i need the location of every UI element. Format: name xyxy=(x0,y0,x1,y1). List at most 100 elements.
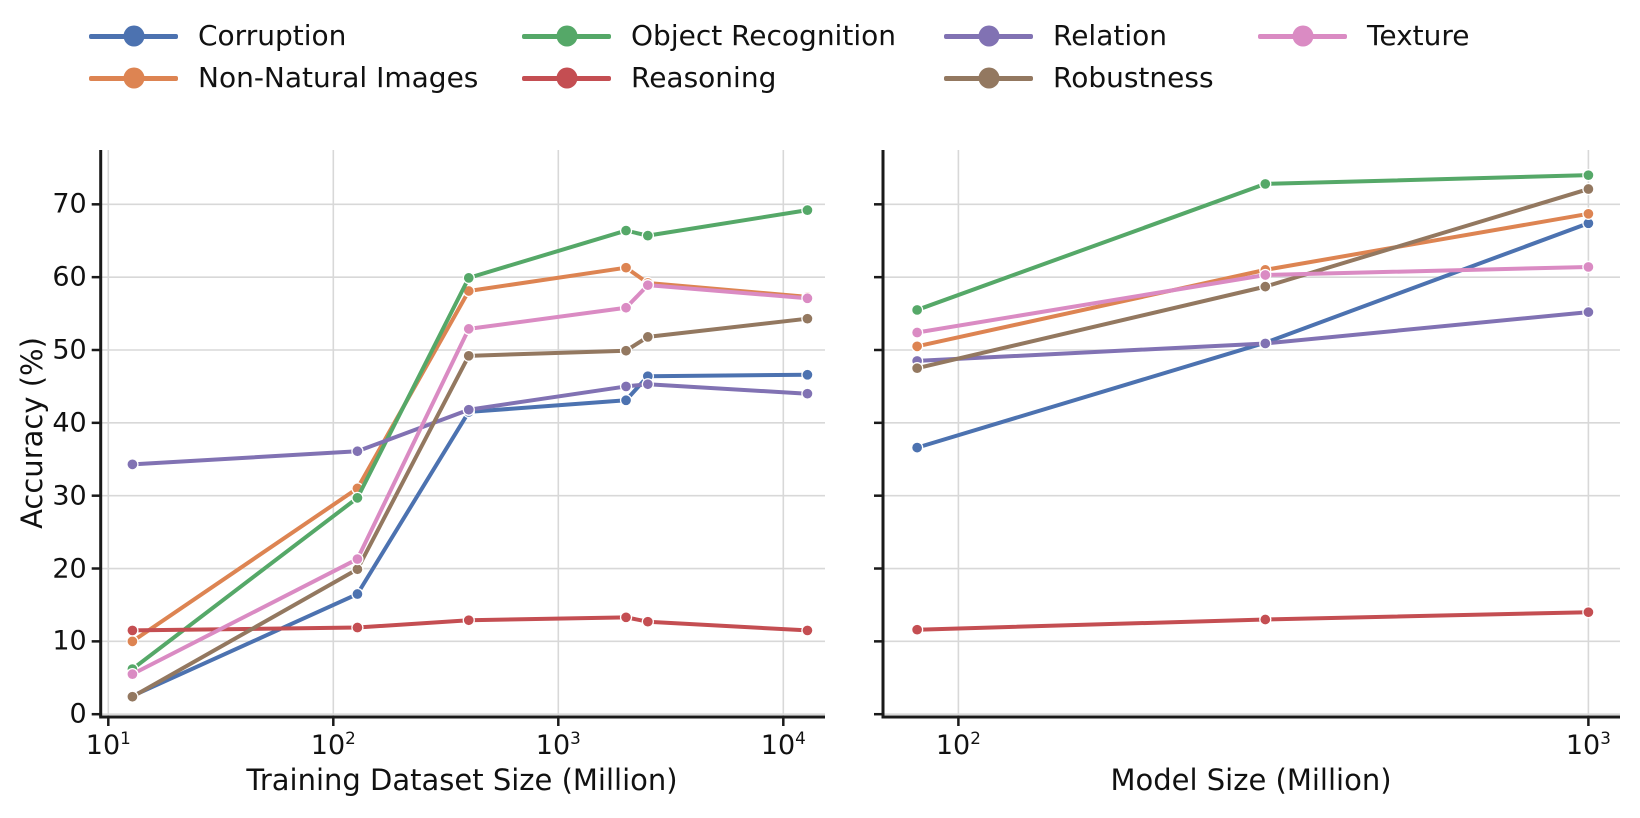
legend-dot-texture xyxy=(1292,25,1313,47)
data-point-relation xyxy=(351,445,364,458)
legend-dot-object-recognition xyxy=(556,25,577,47)
legend-marker-robustness xyxy=(944,67,1033,89)
legend-dot-reasoning xyxy=(556,67,577,89)
series-line-non-natural-images xyxy=(915,211,1591,349)
x-tick-label: 103 xyxy=(1565,728,1611,761)
x-tick-label: 102 xyxy=(935,728,981,761)
data-point-object-recognition xyxy=(801,203,814,217)
legend-marker-relation xyxy=(944,25,1033,47)
data-point-reasoning xyxy=(126,624,139,637)
series-line-corruption xyxy=(130,372,810,698)
data-point-corruption xyxy=(351,587,364,601)
data-point-robustness xyxy=(641,330,654,344)
data-point-texture xyxy=(641,279,654,292)
legend-item-robustness: Robustness xyxy=(944,61,1214,95)
data-point-reasoning xyxy=(801,624,814,637)
data-point-corruption xyxy=(619,394,633,407)
data-point-corruption xyxy=(801,368,814,381)
legend-marker-texture xyxy=(1258,25,1347,47)
data-point-non-natural-images xyxy=(910,340,924,353)
data-point-reasoning xyxy=(1582,606,1595,619)
data-point-robustness xyxy=(910,362,924,375)
legend-label: Texture xyxy=(1367,19,1470,52)
legend-dot-corruption xyxy=(123,25,144,47)
legend-dot-non-natural-images xyxy=(123,67,144,89)
series-line-robustness xyxy=(130,316,810,699)
data-point-object-recognition xyxy=(351,491,364,505)
data-point-reasoning xyxy=(1259,613,1272,626)
series-line-reasoning xyxy=(130,615,810,633)
legend-marker-object-recognition xyxy=(522,25,611,47)
x-tick-label: 103 xyxy=(535,728,581,761)
data-point-object-recognition xyxy=(1582,169,1595,182)
data-point-corruption xyxy=(910,441,924,454)
legend-label: Object Recognition xyxy=(631,19,896,52)
accuracy-vs-model-size xyxy=(874,150,1620,726)
data-point-relation xyxy=(462,403,475,416)
data-point-texture xyxy=(351,552,364,566)
x-axis-title-left: Training Dataset Size (Million) xyxy=(246,763,678,797)
data-point-non-natural-images xyxy=(126,635,139,648)
data-point-robustness xyxy=(1259,280,1272,293)
data-point-reasoning xyxy=(641,615,654,628)
data-point-reasoning xyxy=(462,614,475,627)
data-point-texture xyxy=(910,326,924,339)
legend-item-corruption: Corruption xyxy=(89,19,346,53)
data-point-texture xyxy=(126,667,139,681)
legend-label: Reasoning xyxy=(631,61,777,94)
data-point-texture xyxy=(1259,268,1272,282)
data-point-texture xyxy=(801,292,814,305)
data-point-object-recognition xyxy=(1259,177,1272,191)
legend-label: Robustness xyxy=(1053,61,1214,94)
data-point-relation xyxy=(1259,337,1272,350)
y-tick-label: 10 xyxy=(52,625,87,657)
x-tick-label: 101 xyxy=(85,728,131,761)
legend-label: Relation xyxy=(1053,19,1167,52)
series-line-non-natural-images xyxy=(130,265,810,644)
legend-item-reasoning: Reasoning xyxy=(522,61,776,95)
y-tick-label: 30 xyxy=(52,480,87,512)
series-line-relation xyxy=(130,382,810,467)
data-point-object-recognition xyxy=(910,303,924,317)
data-point-object-recognition xyxy=(462,271,475,285)
legend-item-relation: Relation xyxy=(944,19,1167,53)
data-point-relation xyxy=(801,387,814,400)
x-tick-label: 104 xyxy=(760,728,806,761)
data-point-non-natural-images xyxy=(1582,207,1595,220)
data-point-texture xyxy=(1582,260,1595,274)
data-point-texture xyxy=(619,301,633,314)
data-point-robustness xyxy=(351,563,364,576)
data-point-reasoning xyxy=(351,621,364,634)
legend-item-non-natural-images: Non-Natural Images xyxy=(89,61,478,95)
y-tick-label: 20 xyxy=(52,553,87,585)
y-tick-label: 50 xyxy=(52,334,87,366)
data-point-relation xyxy=(619,380,633,393)
legend-dot-relation xyxy=(978,25,999,47)
data-point-robustness xyxy=(801,312,814,325)
legend-marker-non-natural-images xyxy=(89,67,178,89)
legend-marker-corruption xyxy=(89,25,178,47)
legend-marker-reasoning xyxy=(522,67,611,89)
data-point-relation xyxy=(641,378,654,391)
series-line-object-recognition xyxy=(130,208,810,672)
data-point-robustness xyxy=(1582,182,1595,196)
data-point-object-recognition xyxy=(619,224,633,237)
data-point-non-natural-images xyxy=(619,261,633,274)
legend-label: Non-Natural Images xyxy=(198,61,479,94)
series-line-reasoning xyxy=(915,610,1591,632)
y-tick-label: 60 xyxy=(52,261,87,293)
legend-item-object-recognition: Object Recognition xyxy=(522,19,896,53)
data-point-robustness xyxy=(126,690,139,703)
data-point-object-recognition xyxy=(641,229,654,242)
data-point-reasoning xyxy=(910,623,924,636)
y-tick-label: 40 xyxy=(52,407,87,439)
accuracy-vs-training-dataset-size xyxy=(91,150,825,726)
legend-dot-robustness xyxy=(978,67,999,89)
data-point-robustness xyxy=(619,344,633,357)
series-line-texture xyxy=(130,283,810,677)
data-point-relation xyxy=(1582,305,1595,319)
x-tick-label: 102 xyxy=(310,728,356,761)
series-line-relation xyxy=(915,310,1591,363)
